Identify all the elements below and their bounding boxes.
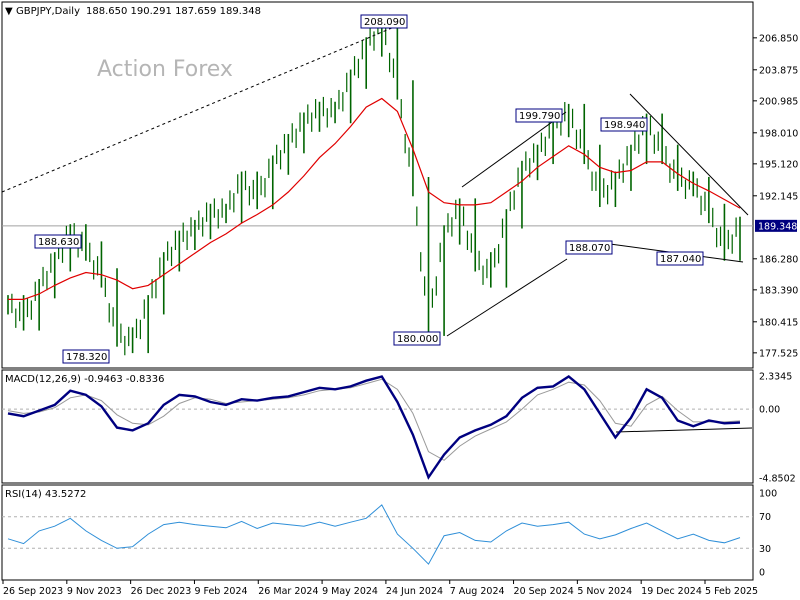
- time-tick-label: 20 Sep 2024: [514, 586, 574, 597]
- rsi-tick-label: 0: [759, 568, 765, 579]
- annotation-208090: 208.090: [360, 14, 408, 29]
- current-price-tag: 189.348: [755, 219, 797, 232]
- rsi-line: [7, 504, 741, 565]
- macd-title: MACD(12,26,9) -0.9463 -0.8336: [5, 374, 165, 385]
- time-axis: 26 Sep 2023 9 Nov 2023 26 Dec 2023 9 Feb 20…: [2, 580, 758, 597]
- macd-signal-line: [7, 378, 741, 461]
- price-tick-label: 183.390: [759, 285, 798, 296]
- annotation-178320: 178.320: [62, 349, 110, 364]
- macd-tick-label: 2.3345: [759, 372, 792, 383]
- time-tick-label: 9 May 2024: [322, 586, 378, 597]
- price-tick-label: 180.415: [759, 317, 798, 328]
- symbol-label: GBPJPY,Daily: [16, 6, 80, 17]
- time-tick-label: 26 Sep 2023: [3, 586, 63, 597]
- time-tick-label: 9 Nov 2023: [67, 586, 122, 597]
- price-tick-label: 177.525: [759, 348, 798, 359]
- macd-panel-frame: [1, 369, 754, 484]
- channel-upper-line: [461, 111, 567, 188]
- price-tick-label: 195.120: [759, 159, 798, 170]
- macd-tick-label: 0.00: [759, 405, 780, 416]
- annotation-178320-text: 178.320: [66, 352, 107, 363]
- macd-main-line: [7, 375, 741, 480]
- time-tick-label: 5 Nov 2024: [577, 586, 632, 597]
- ohlc-label: 188.650 190.291 187.659 189.348: [86, 6, 261, 17]
- channel-lower-line: [446, 258, 568, 337]
- watermark: Action Forex: [97, 57, 233, 82]
- time-tick-label: 26 Dec 2023: [131, 586, 192, 597]
- time-tick-label: 19 Dec 2024: [641, 586, 702, 597]
- price-tick-label: 198.010: [759, 128, 798, 139]
- macd-tick-label: -4.8502: [759, 474, 796, 485]
- price-tick-label: 186.280: [759, 254, 798, 265]
- annotation-188630: 188.630: [34, 234, 82, 249]
- descending-resistance-line: [629, 93, 749, 216]
- annotation-199790: 199.790: [515, 108, 563, 123]
- annotation-187040-text: 187.040: [660, 254, 701, 265]
- price-axis: 206.850 203.875 200.985 198.010 195.120 192.1…: [753, 33, 798, 359]
- price-tick-label: 192.145: [759, 191, 798, 202]
- annotation-188070: 188.070: [565, 240, 613, 255]
- current-price-tag-text: 189.348: [758, 221, 797, 232]
- rsi-title: RSI(14) 43.5272: [5, 489, 86, 500]
- annotation-188630-text: 188.630: [38, 237, 79, 248]
- annotation-187040: 187.040: [656, 251, 704, 266]
- price-tick-label: 206.850: [759, 33, 798, 44]
- time-tick-label: 5 Feb 2025: [705, 586, 758, 597]
- symbol-menu-icon[interactable]: ▼: [5, 6, 13, 17]
- macd-support-line: [615, 427, 753, 433]
- price-series: [7, 14, 741, 356]
- price-tick-label: 203.875: [759, 65, 798, 76]
- annotation-198940: 198.940: [600, 117, 648, 132]
- time-tick-label: 24 Jun 2024: [386, 586, 443, 597]
- annotation-180000: 180.000: [393, 331, 441, 346]
- macd-axis: 2.3345 0.00 -4.8502: [759, 372, 796, 485]
- price-tick-label: 200.985: [759, 96, 798, 107]
- price-panel-frame: [1, 1, 754, 369]
- rsi-tick-label: 100: [759, 489, 777, 500]
- rsi-axis: 100 70 30 0: [759, 489, 777, 579]
- moving-average-line: [8, 97, 741, 300]
- annotation-208090-text: 208.090: [364, 17, 405, 28]
- time-tick-label: 7 Aug 2024: [450, 586, 505, 597]
- time-tick-label: 9 Feb 2024: [194, 586, 247, 597]
- rsi-tick-label: 30: [759, 544, 771, 555]
- rsi-panel-frame: [1, 484, 754, 581]
- annotation-188070-text: 188.070: [569, 243, 610, 254]
- rsi-tick-label: 70: [759, 512, 771, 523]
- time-tick-label: 26 Mar 2024: [258, 586, 318, 597]
- dotted-trend-line: [1, 21, 407, 193]
- annotation-198940-text: 198.940: [604, 120, 645, 131]
- annotation-180000-text: 180.000: [397, 334, 438, 345]
- annotation-199790-text: 199.790: [519, 111, 560, 122]
